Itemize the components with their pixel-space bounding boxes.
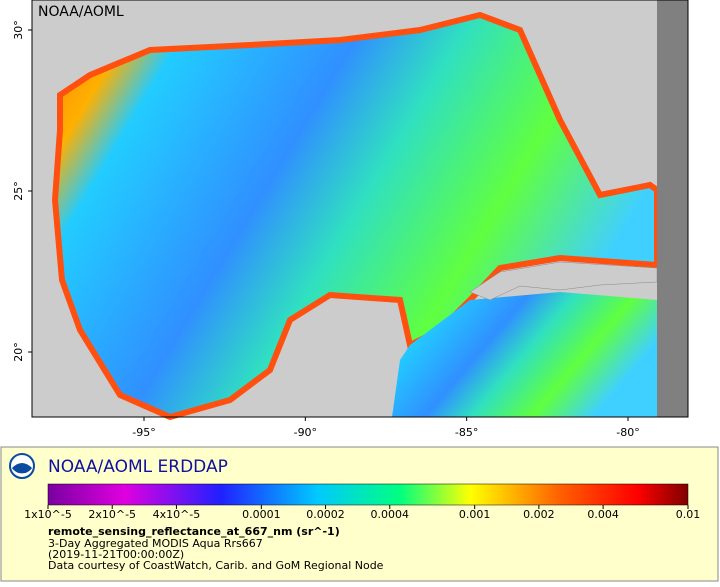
corner-label: NOAA/AOML [38,4,124,20]
colorbar-label: 2x10^-5 [88,508,136,521]
map: NOAA/AOML 30° 25° 20° -95° -90° -85° -80° [12,0,689,439]
colorbar-label: 4x10^-5 [153,508,201,521]
colorbar-label: 0.002 [523,508,555,521]
axis-ticks: 30° 25° 20° -95° -90° -85° -80° [12,20,640,439]
lon-label: -95° [132,426,155,439]
info-line: (2019-11-21T00:00:00Z) [48,548,184,561]
noaa-logo [9,453,35,479]
colorbar-label: 0.0001 [242,508,281,521]
lon-label: -85° [455,426,478,439]
lat-label: 25° [12,181,25,201]
no-data-strip [657,0,688,417]
colorbar-label: 0.0004 [371,508,410,521]
colorbar-ticks: 1x10^-5 2x10^-5 4x10^-5 0.0001 0.0002 0.0004 0… [24,505,700,521]
cuba [469,261,658,301]
brand: NOAA/AOML ERDDAP [48,457,228,477]
lat-label: 20° [12,342,25,362]
lon-label: -80° [616,426,639,439]
legend-panel [0,446,719,582]
info-line: 3-Day Aggregated MODIS Aqua Rrs667 [48,537,263,550]
colorbar-label: 0.004 [587,508,619,521]
caribbean-ocean [392,292,657,417]
info-line: Data courtesy of CoastWatch, Carib. and … [48,559,384,572]
variable-name: remote_sensing_reflectance_at_667_nm (sr… [48,525,340,538]
lon-label: -90° [294,426,317,439]
colorbar [47,483,689,506]
lat-label: 30° [12,20,25,40]
colorbar-label: 0.001 [459,508,491,521]
colorbar-label: 0.0002 [306,508,345,521]
colorbar-label: 1x10^-5 [24,508,72,521]
colorbar-label: 0.01 [676,508,701,521]
label-bg [34,2,108,20]
map-frame [31,0,689,418]
